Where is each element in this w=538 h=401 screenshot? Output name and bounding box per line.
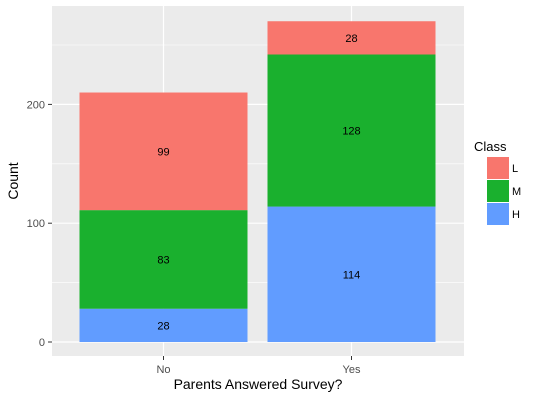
y-tick-label: 200	[27, 99, 45, 111]
data-label: 114	[343, 269, 361, 281]
legend-label: M	[512, 186, 521, 198]
bar-segment	[267, 54, 436, 207]
y-tick-label: 100	[27, 218, 45, 230]
bar-segment	[79, 210, 248, 309]
x-tick-label: Yes	[343, 364, 361, 376]
bars	[79, 21, 436, 342]
legend: Class LMH	[474, 139, 521, 225]
data-label: 28	[345, 33, 357, 45]
legend-key	[487, 180, 509, 202]
data-label: 83	[157, 254, 169, 266]
bar-segment	[79, 92, 248, 211]
legend-title: Class	[474, 139, 507, 154]
data-labels: 28 83 99 114 128 28	[157, 33, 360, 332]
data-label: 28	[157, 320, 169, 332]
legend-key	[487, 157, 509, 179]
x-axis: No Yes	[156, 356, 361, 376]
legend-key	[487, 203, 509, 225]
x-tick-label: No	[156, 364, 170, 376]
y-tick-label: 0	[39, 337, 45, 349]
data-label: 128	[342, 126, 360, 138]
bar-segment	[79, 308, 248, 342]
legend-label: H	[512, 209, 520, 221]
bar-segment	[267, 21, 436, 55]
y-axis-label: Count	[5, 162, 21, 199]
legend-label: L	[512, 163, 518, 175]
bar-segment	[267, 206, 436, 342]
data-label: 99	[157, 146, 169, 158]
x-axis-label: Parents Answered Survey?	[174, 376, 343, 392]
y-axis: 0 100 200	[27, 99, 52, 349]
